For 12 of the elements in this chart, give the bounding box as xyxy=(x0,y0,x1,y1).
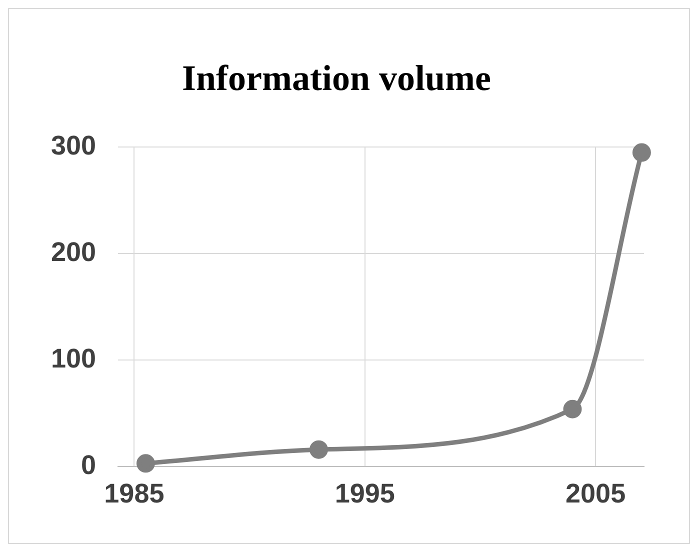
point xyxy=(563,400,582,418)
chart-title: Information volume xyxy=(182,58,492,98)
y-tick-label: 200 xyxy=(50,237,96,268)
point xyxy=(136,454,155,473)
y-tick-label: 300 xyxy=(50,130,96,161)
x-tick-label: 1985 xyxy=(104,478,164,508)
point xyxy=(632,143,651,162)
x-tick-label: 1995 xyxy=(334,478,395,508)
y-tick-label: 100 xyxy=(50,344,96,374)
point xyxy=(309,440,328,459)
x-tick-label: 2005 xyxy=(566,478,626,508)
y-tick-label: 0 xyxy=(81,450,96,480)
